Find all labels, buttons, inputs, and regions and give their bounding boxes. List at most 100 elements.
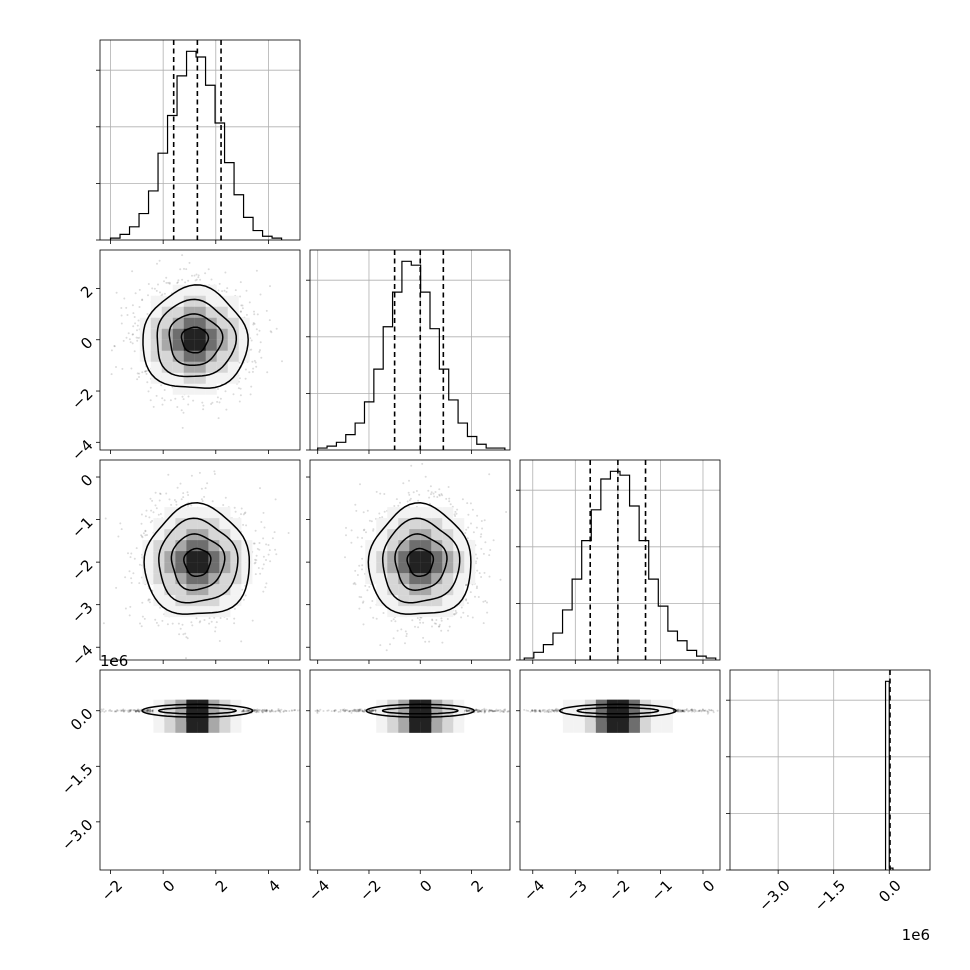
scatter-point [120,314,123,317]
scatter-point [446,618,449,620]
density-block [219,518,231,530]
scatter-point [273,531,276,534]
scatter-point [185,268,188,271]
scatter-point [467,526,470,529]
density-block [208,518,220,530]
scatter-point [155,394,158,397]
scatter-point [408,499,411,502]
scatter-point [165,281,168,284]
scatter-point [454,515,457,517]
scatter-point [251,619,254,622]
panels-layer: −2 0 2 4 −4 −2 0 2 −4 −3 −2 −1 0 −3.0 −1.5 0.0−4−202−4−… [58,39,931,944]
panel-frame [99,39,301,241]
scatter-point [255,328,258,331]
scatter-point [270,331,273,334]
scatter-point [271,537,274,540]
scatter-point [275,553,278,556]
scatter-point [181,426,184,429]
scatter-point [476,557,479,560]
scatter-point [354,503,357,506]
density-block [186,606,198,618]
scatter-point [140,576,143,579]
scatter-point [262,590,265,593]
scatter-point [165,276,168,279]
scatter-point [350,541,353,544]
density-block [216,295,228,307]
scatter-point [195,273,198,276]
scatter-point [169,399,172,402]
scatter-point [208,617,211,620]
density-block [197,584,209,596]
scatter-point [157,513,160,516]
scatter-point [366,589,369,592]
scatter-point [218,640,221,642]
scatter-point [249,393,252,396]
scatter-point [185,636,188,639]
scatter-point [181,395,184,398]
scatter-point [135,336,138,339]
scatter-point [138,582,141,585]
scatter-point [417,626,420,629]
contour-line [142,284,249,389]
density-block [230,540,242,552]
scatter-point [254,573,257,576]
scatter-point [350,529,353,532]
scatter-point [149,386,152,389]
scatter-point [234,289,237,292]
density-block [216,372,228,384]
density-block [205,361,217,373]
density-block [175,595,187,607]
density-block [139,339,151,351]
density-block [175,562,187,574]
scatter-point [368,519,371,522]
density-block [153,595,165,607]
scatter-point [447,629,450,632]
density-block [194,295,206,307]
scatter-point [157,624,160,627]
scatter-point [361,537,364,539]
scatter-point [197,276,200,279]
scatter-point [476,585,478,588]
scatter-point [147,598,150,601]
scatter-point [149,521,152,524]
scatter-point [410,464,413,467]
density-block [230,595,242,607]
scatter-point [252,542,255,545]
density-block [205,350,217,362]
scatter-point [470,522,472,525]
scatter-point [476,514,479,517]
scatter-point [131,304,134,307]
scatter-point [412,491,415,494]
scatter-point [171,622,174,625]
scatter-point [256,547,259,550]
scatter-point [435,622,437,625]
scatter-point [441,641,444,644]
scatter-point [131,270,134,273]
scatter-point [135,547,138,550]
scatter-point [467,513,470,516]
density-block [216,306,228,318]
density-block [205,328,217,340]
density-block [205,372,217,384]
scatter-point [125,336,128,339]
scatter-point [475,560,477,563]
scatter-point [239,387,242,390]
histogram-panel-2 [516,459,721,664]
panel-background [100,40,300,240]
scatter-point [404,642,406,645]
scatter-point [358,595,361,598]
scatter-point [364,584,367,587]
scatter-point [476,569,479,572]
scatter-point [499,578,502,581]
scatter-point [253,310,255,313]
scatter-point [475,587,478,590]
scatter-point [428,640,431,643]
density-block [175,540,187,552]
scatter-point [221,290,224,293]
scatter-point [148,601,151,604]
density-block [365,540,377,552]
scatter-point [448,497,451,500]
scatter-point [141,299,144,302]
scatter-point [486,611,489,614]
density-block [150,361,162,373]
